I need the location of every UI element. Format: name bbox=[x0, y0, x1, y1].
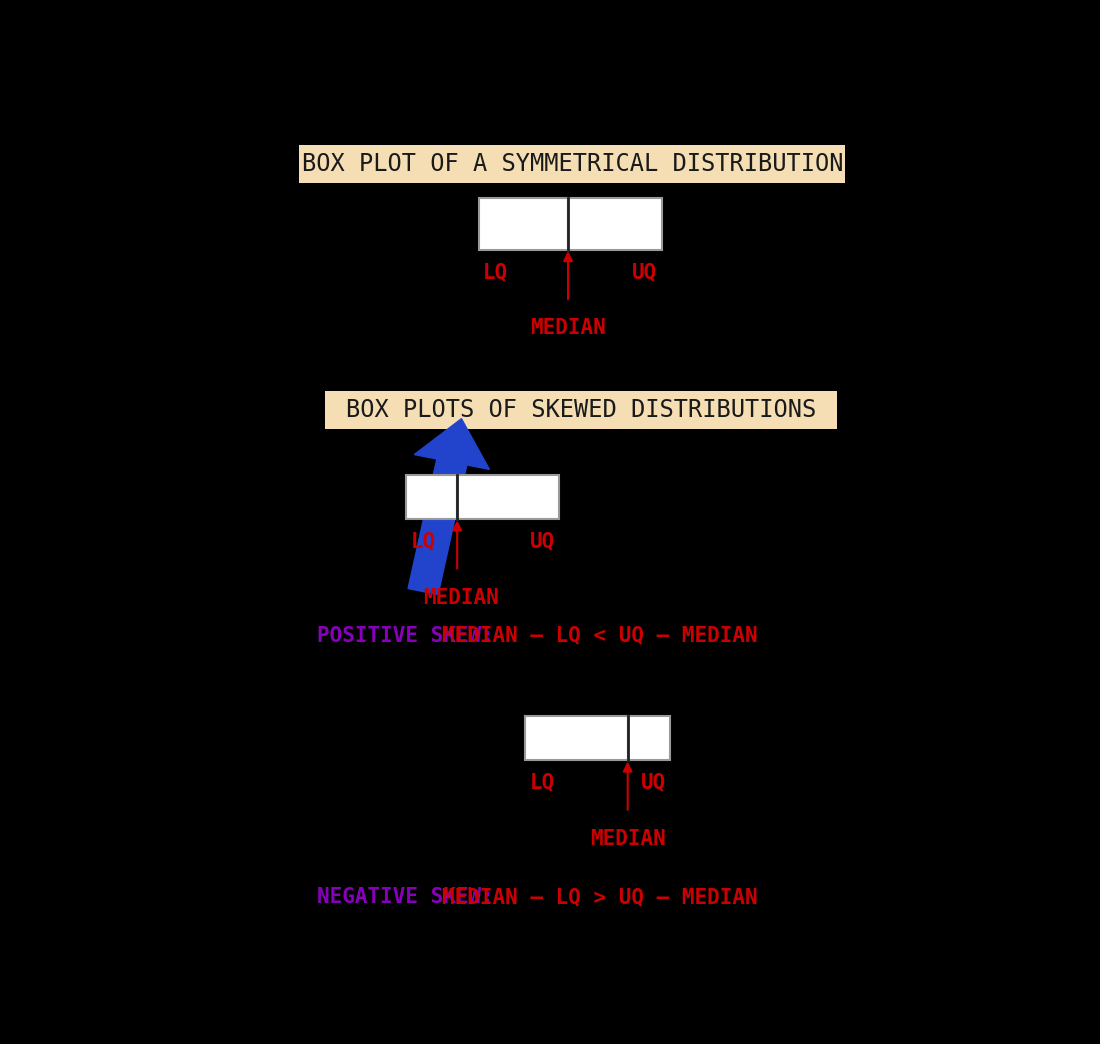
Text: MEDIAN: MEDIAN bbox=[424, 588, 499, 608]
Bar bbox=[478, 197, 568, 250]
Bar bbox=[326, 390, 836, 429]
Bar bbox=[628, 716, 670, 760]
Text: BOX PLOT OF A SYMMETRICAL DISTRIBUTION: BOX PLOT OF A SYMMETRICAL DISTRIBUTION bbox=[301, 151, 843, 175]
Text: NEGATIVE SKEW:: NEGATIVE SKEW: bbox=[317, 887, 518, 907]
Bar bbox=[458, 475, 560, 519]
Bar bbox=[526, 716, 628, 760]
Bar bbox=[568, 197, 662, 250]
Text: BOX PLOTS OF SKEWED DISTRIBUTIONS: BOX PLOTS OF SKEWED DISTRIBUTIONS bbox=[345, 398, 816, 422]
Text: UQ: UQ bbox=[632, 262, 658, 282]
Bar bbox=[299, 144, 845, 183]
Text: POSITIVE SKEW:: POSITIVE SKEW: bbox=[317, 625, 518, 646]
Text: MEDIAN – LQ < UQ – MEDIAN: MEDIAN – LQ < UQ – MEDIAN bbox=[442, 625, 758, 646]
Text: LQ: LQ bbox=[530, 773, 554, 792]
Text: MEDIAN: MEDIAN bbox=[530, 318, 606, 338]
Text: UQ: UQ bbox=[641, 773, 666, 792]
Bar bbox=[406, 475, 458, 519]
Text: LQ: LQ bbox=[410, 531, 436, 551]
Text: MEDIAN: MEDIAN bbox=[590, 829, 666, 849]
Polygon shape bbox=[408, 419, 490, 594]
Text: MEDIAN – LQ > UQ – MEDIAN: MEDIAN – LQ > UQ – MEDIAN bbox=[442, 887, 758, 907]
Text: UQ: UQ bbox=[530, 531, 556, 551]
Text: LQ: LQ bbox=[483, 262, 508, 282]
